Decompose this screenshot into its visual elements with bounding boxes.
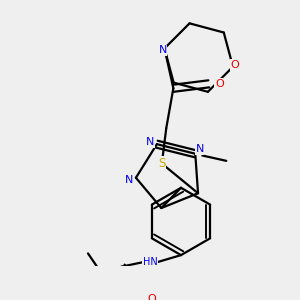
Text: N: N — [158, 45, 167, 55]
Text: N: N — [146, 137, 154, 147]
Text: O: O — [215, 79, 224, 89]
Text: S: S — [158, 157, 166, 170]
Text: N: N — [196, 144, 204, 154]
Text: O: O — [230, 60, 239, 70]
Text: O: O — [147, 294, 156, 300]
Text: HN: HN — [142, 257, 158, 267]
Text: N: N — [124, 176, 133, 185]
